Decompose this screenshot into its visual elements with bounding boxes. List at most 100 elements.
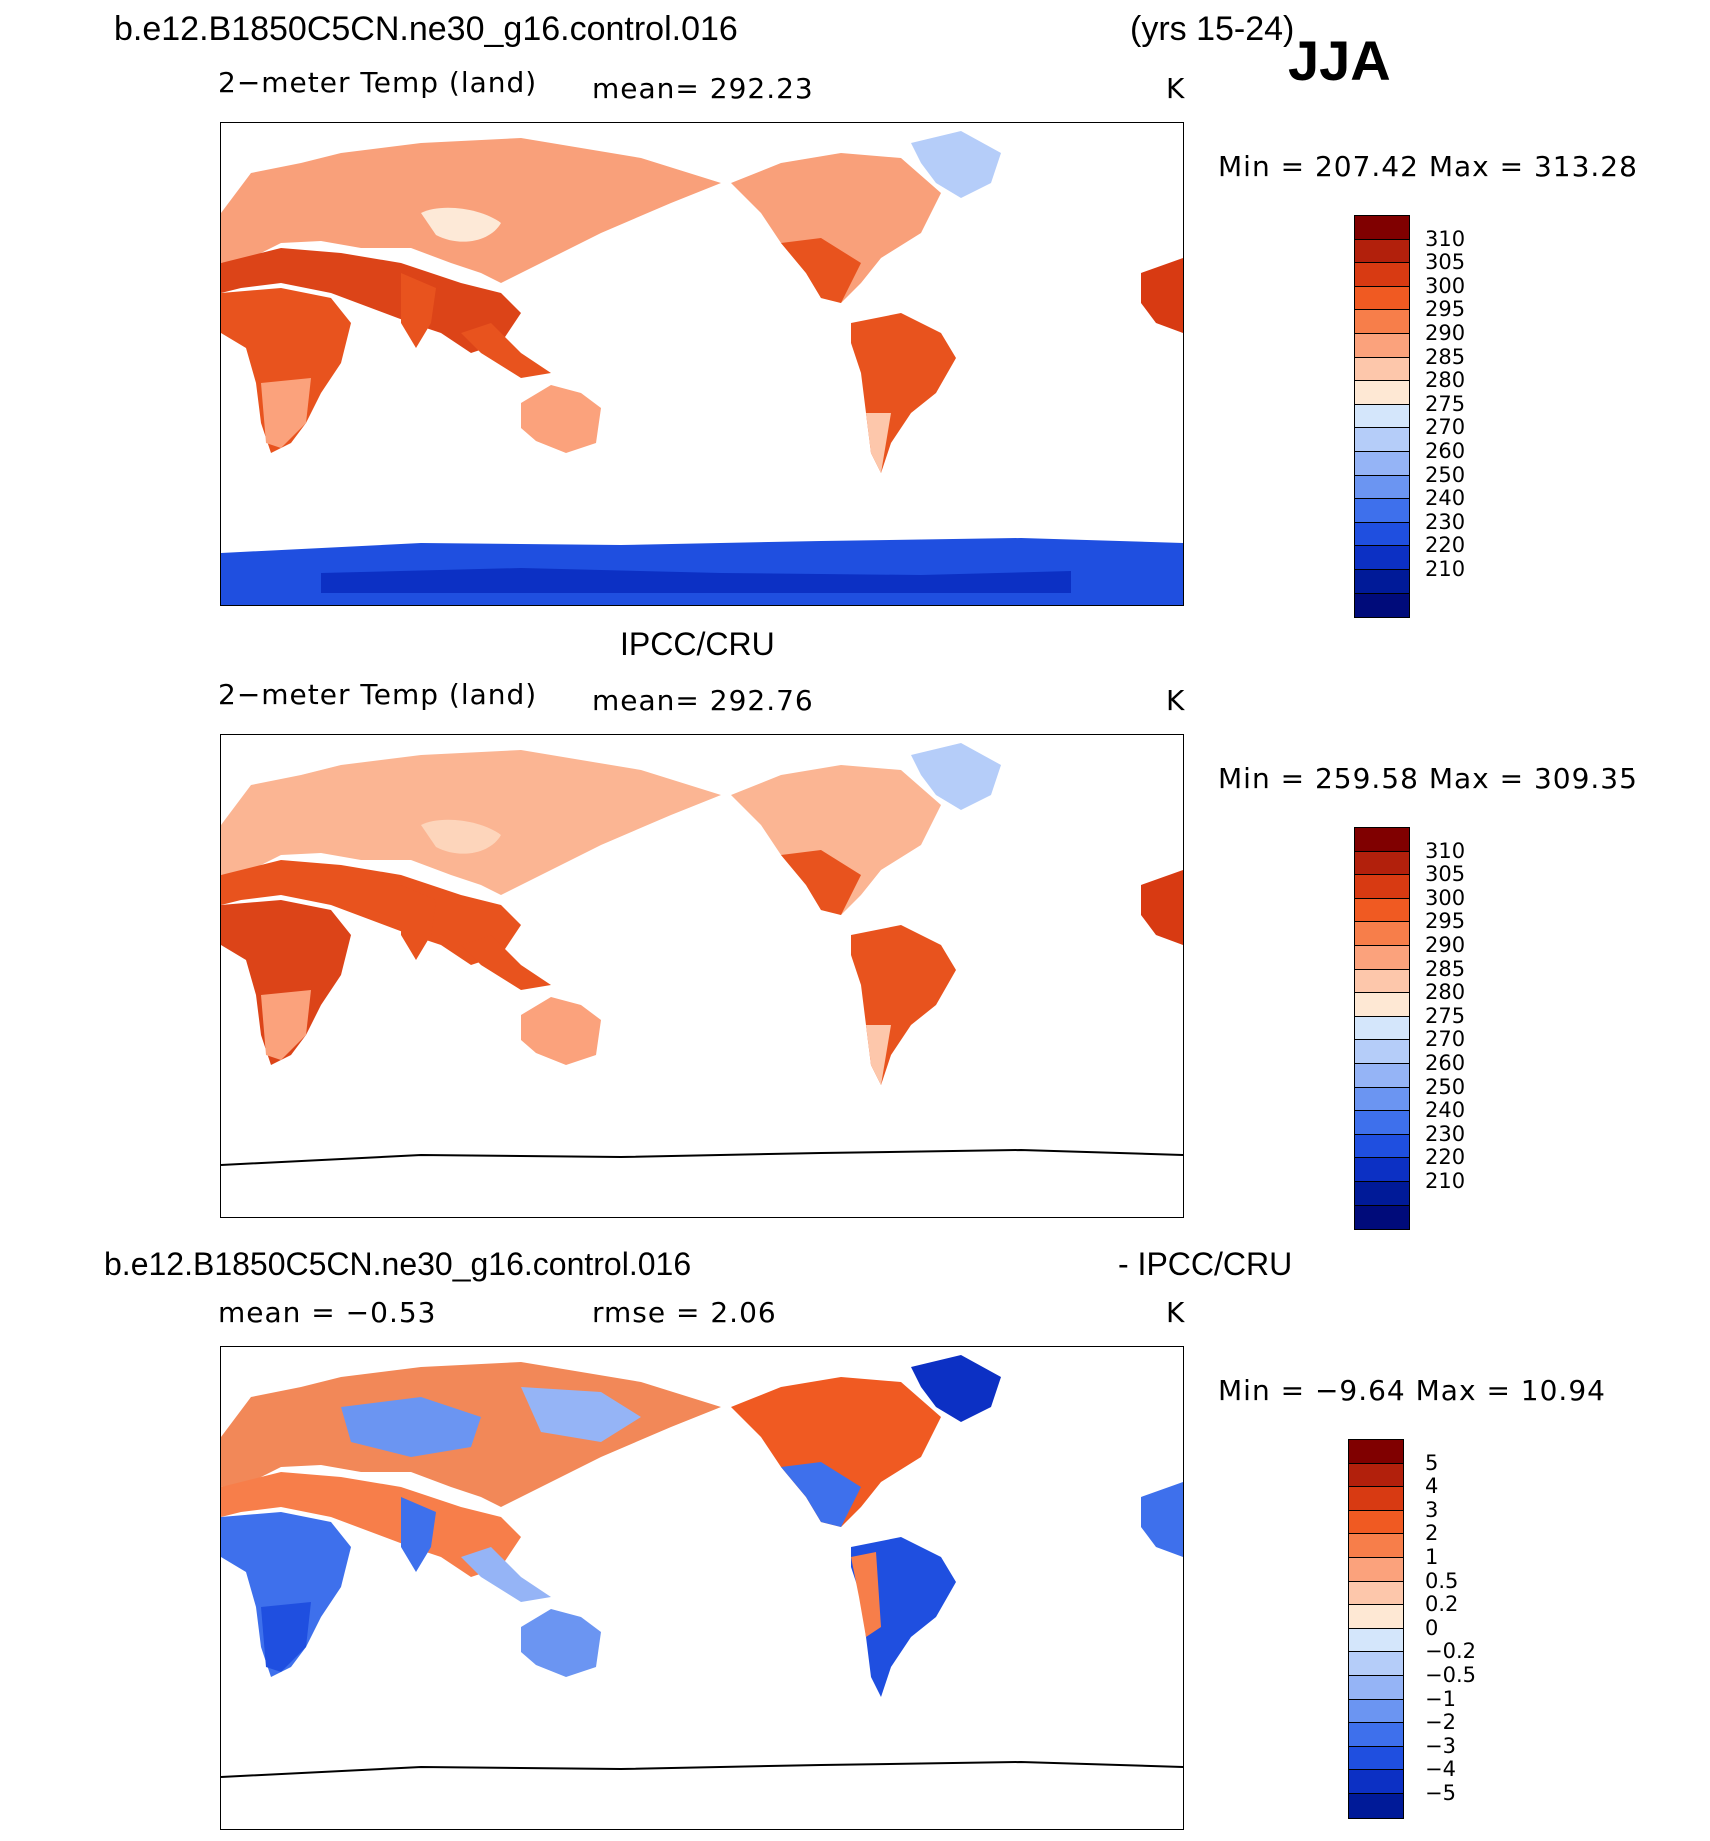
colorbar-cell [1355, 1063, 1409, 1088]
colorbar-tick-label: −0.5 [1425, 1663, 1476, 1687]
diff-land-india-seasia [401, 1497, 551, 1602]
colorbar-tick-label: −0.2 [1425, 1639, 1476, 1664]
colorbar-cell [1355, 499, 1409, 523]
panel2-minmax: Min = 259.58 Max = 309.35 [1218, 762, 1638, 795]
diff-land-africa [221, 1512, 351, 1677]
diff-title-left: b.e12.B1850C5CN.ne30_g16.control.016 [104, 1246, 692, 1282]
colorbar-tick-label: 295 [1425, 297, 1466, 322]
colorbar-tick-label: 305 [1425, 250, 1466, 275]
colorbar-cell [1355, 1087, 1409, 1112]
land-india-seasia [401, 273, 551, 378]
colorbar-tick-label: 210 [1425, 1169, 1466, 1193]
diff-minmax: Min = −9.64 Max = 10.94 [1218, 1374, 1606, 1407]
colorbar-tick-label: 0.2 [1425, 1592, 1459, 1617]
colorbar-tick-label: 275 [1425, 1003, 1466, 1028]
colorbar-tick-label: 290 [1425, 321, 1466, 345]
colorbar-tick-label: 5 [1425, 1450, 1439, 1475]
colorbar-tick-label: 0.5 [1425, 1568, 1459, 1593]
obs-map [220, 734, 1184, 1218]
diff-antarctica-outline [221, 1760, 1183, 1778]
land-africa [221, 288, 351, 453]
model-map-svg [221, 131, 1183, 605]
model-map [220, 122, 1184, 606]
colorbar-tick-label: 240 [1425, 486, 1466, 511]
colorbar-tick-label: 310 [1425, 838, 1466, 863]
colorbar-tick-label: 2 [1425, 1521, 1439, 1546]
colorbar-tick-label: −5 [1425, 1781, 1456, 1805]
colorbar-cell [1349, 1463, 1403, 1488]
colorbar-tick-label: 280 [1425, 368, 1466, 393]
colorbar-cell [1349, 1723, 1403, 1747]
colorbar-tick-label: 260 [1425, 1051, 1466, 1075]
obs-land-africa [221, 900, 351, 1065]
colorbar-cell [1355, 969, 1409, 994]
colorbar-tick-label: 250 [1425, 1074, 1466, 1099]
colorbar-cell [1349, 1581, 1403, 1606]
colorbar-tick-label: 300 [1425, 273, 1466, 298]
colorbar-tick-label: 305 [1425, 862, 1466, 887]
obs-land-north-america [731, 743, 1001, 915]
diff-rmse: rmse = 2.06 [592, 1296, 777, 1329]
diff-title-right: - IPCC/CRU [1118, 1246, 1293, 1282]
colorbar-cell [1355, 239, 1409, 264]
colorbar-cell [1349, 1605, 1403, 1629]
panel2-mean: mean= 292.76 [592, 684, 814, 717]
colorbar-tick-label: 230 [1425, 509, 1466, 534]
season-label: JJA [1288, 29, 1391, 92]
panel1-minmax: Min = 207.42 Max = 313.28 [1218, 150, 1638, 183]
colorbar-tick-label: 285 [1425, 956, 1466, 981]
diff-land-south-america [851, 1537, 956, 1697]
colorbar-tick-label: 1 [1425, 1545, 1439, 1569]
colorbar-cell [1349, 1487, 1403, 1511]
colorbar-cell [1355, 1205, 1409, 1230]
colorbar-cell [1355, 875, 1409, 899]
colorbar-cell [1355, 381, 1409, 405]
colorbar-cell [1349, 1770, 1403, 1794]
obs-land-india-seasia [401, 885, 551, 990]
colorbar-tick-label: 230 [1425, 1121, 1466, 1146]
colorbar-cell [1355, 1181, 1409, 1206]
land-australia [521, 385, 601, 453]
colorbar-cell [1355, 310, 1409, 334]
colorbar-tick-label: −3 [1425, 1733, 1456, 1758]
colorbar-cell [1355, 828, 1409, 852]
colorbar-cell [1355, 428, 1409, 452]
land-europe-asia [221, 138, 721, 353]
colorbar-cell [1349, 1510, 1403, 1535]
colorbar-cell [1355, 404, 1409, 429]
diff-colorbar [1348, 1439, 1404, 1819]
colorbar-tick-label: 270 [1425, 1027, 1466, 1052]
colorbar-cell [1355, 357, 1409, 382]
diff-map-svg [221, 1355, 1183, 1778]
colorbar-tick-label: 310 [1425, 226, 1466, 251]
colorbar-cell [1355, 216, 1409, 240]
colorbar-tick-label: −4 [1425, 1757, 1456, 1782]
colorbar-cell [1349, 1652, 1403, 1676]
obs-antarctica-outline [221, 1148, 1183, 1166]
colorbar-tick-label: 300 [1425, 885, 1466, 910]
colorbar-cell [1355, 522, 1409, 547]
colorbar-tick-label: 220 [1425, 1145, 1466, 1170]
land-africa-west-edge [1141, 258, 1183, 333]
colorbar-cell [1349, 1440, 1403, 1464]
colorbar-cell [1355, 922, 1409, 946]
colorbar-cell [1355, 851, 1409, 876]
colorbar-cell [1349, 1534, 1403, 1558]
colorbar-cell [1355, 1040, 1409, 1064]
colorbar-cell [1355, 263, 1409, 287]
colorbar-cell [1355, 451, 1409, 476]
land-north-america [731, 131, 1001, 303]
colorbar-tick-label: 220 [1425, 533, 1466, 558]
obs-map-svg [221, 743, 1183, 1166]
colorbar-cell [1355, 286, 1409, 311]
colorbar-cell [1355, 993, 1409, 1017]
colorbar-tick-label: 280 [1425, 980, 1466, 1005]
model-colorbar [1354, 215, 1410, 619]
colorbar-cell [1349, 1699, 1403, 1724]
diff-land-europe-asia [221, 1362, 721, 1577]
obs-land-australia [521, 997, 601, 1065]
case-title: b.e12.B1850C5CN.ne30_g16.control.016 [114, 10, 738, 48]
colorbar-cell [1355, 333, 1409, 358]
colorbar-cell [1349, 1675, 1403, 1700]
colorbar-tick-label: 3 [1425, 1497, 1439, 1522]
